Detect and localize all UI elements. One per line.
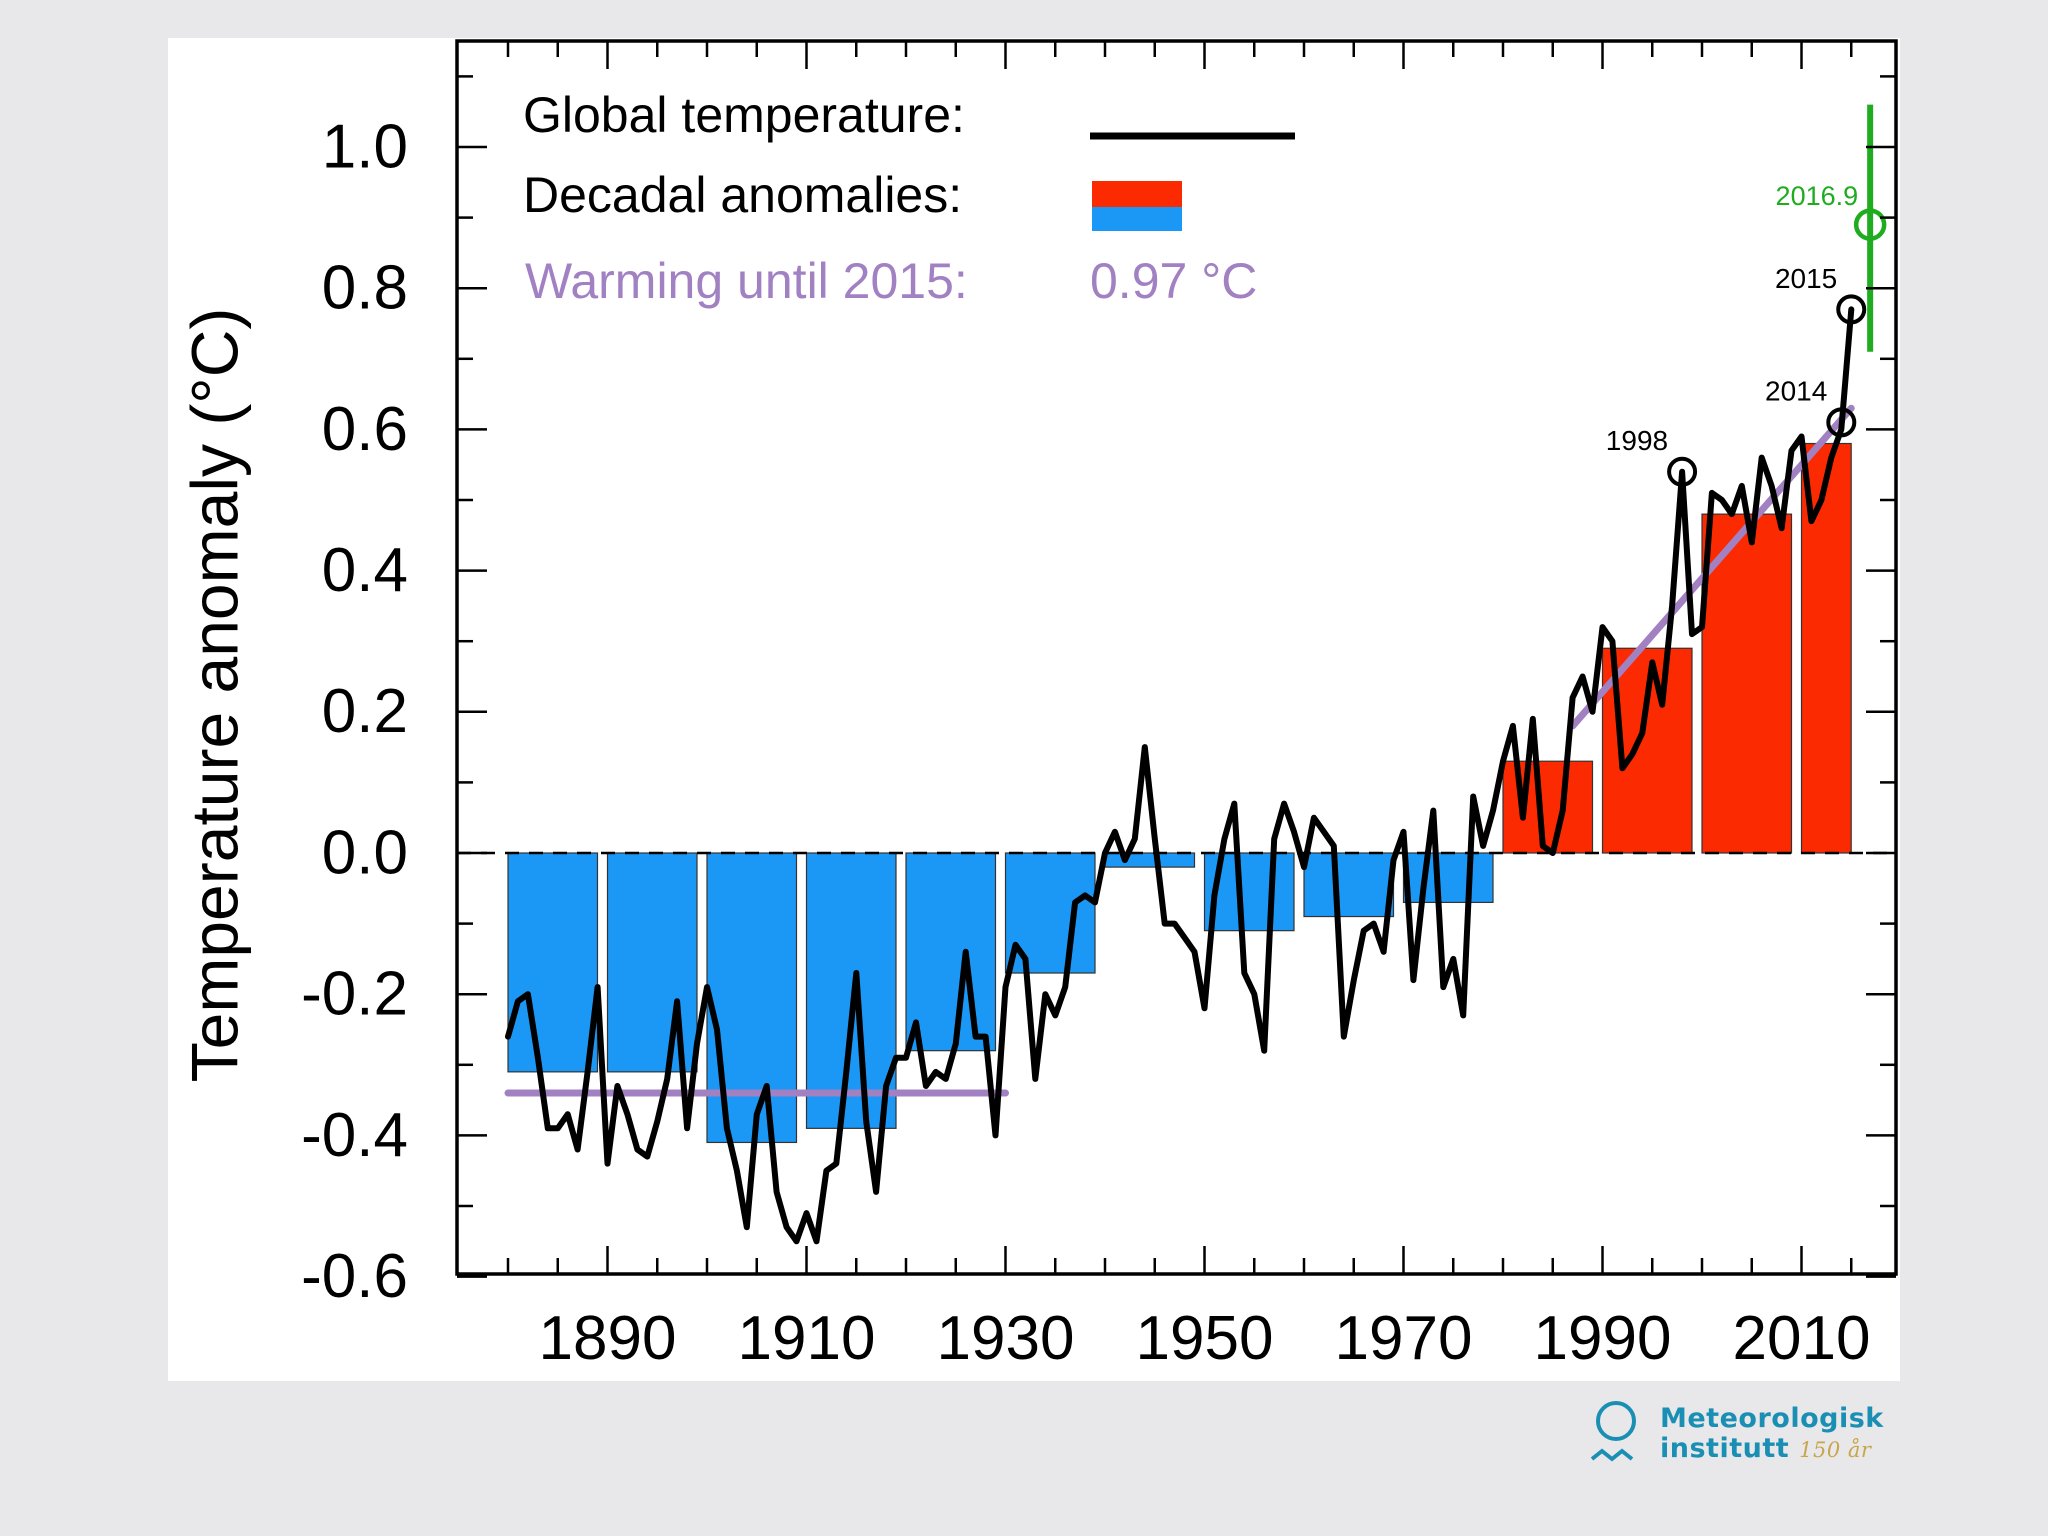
decadal-bar-1880s: [507, 852, 599, 1073]
legend-decadal-label: Decadal anomalies:: [523, 167, 962, 223]
y-tick-label-1.0: 1.0: [322, 112, 408, 181]
global-temperature-line: [505, 306, 1855, 1245]
label-2014: 2014: [1765, 376, 1827, 407]
x-tick-label-1950: 1950: [1136, 1304, 1274, 1373]
x-tick-label-1970: 1970: [1335, 1304, 1473, 1373]
label-2015: 2015: [1775, 263, 1837, 294]
projection-label: 2016.9: [1776, 181, 1859, 211]
x-tick-label-2010: 2010: [1733, 1304, 1871, 1373]
y-tick-label-0.6: 0.6: [322, 395, 408, 464]
decadal-bar-1910s: [805, 852, 897, 1129]
legend-swatch-negative: [1092, 207, 1182, 231]
marker-2015: [1836, 294, 1867, 325]
decadal-bar-1930s: [1004, 852, 1096, 974]
x-tick-label-1910: 1910: [738, 1304, 876, 1373]
legend-warming-value: 0.97 °C: [1090, 253, 1257, 309]
decadal-bar-2000s: [1701, 513, 1793, 854]
y-tick-label--0.4: -0.4: [301, 1101, 408, 1170]
marker-2014: [1826, 407, 1857, 438]
y-axis-label: Temperature anomaly (°C): [177, 308, 251, 1083]
decadal-bar-1940s: [1104, 852, 1196, 868]
chart-figure: 1998 2014 2015 2016.9 1.0 0.8 0.6 0.4 0.2 0.0 -0.2…: [168, 38, 1900, 1381]
logo-name-line2: institutt: [1660, 1433, 1790, 1464]
legend-warming-label: Warming until 2015:: [525, 253, 968, 309]
legend-swatch-positive: [1092, 181, 1182, 207]
marker-1998: [1667, 456, 1698, 487]
label-1998: 1998: [1606, 425, 1668, 456]
x-tick-label-1890: 1890: [539, 1304, 677, 1373]
projection-marker: [1853, 208, 1887, 241]
met-logo: Meteorologisk institutt 150 år: [1588, 1395, 1883, 1485]
y-tick-label-0.8: 0.8: [322, 254, 408, 323]
logo-tagline: 150 år: [1799, 1438, 1872, 1462]
logo-name-line1: Meteorologisk: [1660, 1403, 1884, 1434]
y-tick-label-0.2: 0.2: [322, 677, 408, 746]
met-logo-icon: [1590, 1401, 1636, 1462]
decadal-bar-1960s: [1303, 852, 1395, 918]
decadal-bar-1970s: [1402, 852, 1494, 904]
x-tick-label-1930: 1930: [937, 1304, 1075, 1373]
y-tick-label--0.2: -0.2: [301, 960, 408, 1029]
plot-frame: [455, 39, 1898, 1276]
legend-global-label: Global temperature:: [523, 87, 965, 143]
decadal-bar-1890s: [606, 852, 698, 1073]
y-tick-label-0.0: 0.0: [322, 818, 408, 887]
temperature-chart: 1998 2014 2015 2016.9 1.0 0.8 0.6 0.4 0.2 0.0 -0.2…: [177, 39, 1898, 1373]
x-tick-label-1990: 1990: [1534, 1304, 1672, 1373]
decadal-bar-1920s: [905, 852, 997, 1052]
decadal-bar-1900s: [706, 852, 798, 1144]
y-tick-label--0.6: -0.6: [301, 1242, 408, 1311]
y-tick-label-0.4: 0.4: [322, 536, 408, 605]
